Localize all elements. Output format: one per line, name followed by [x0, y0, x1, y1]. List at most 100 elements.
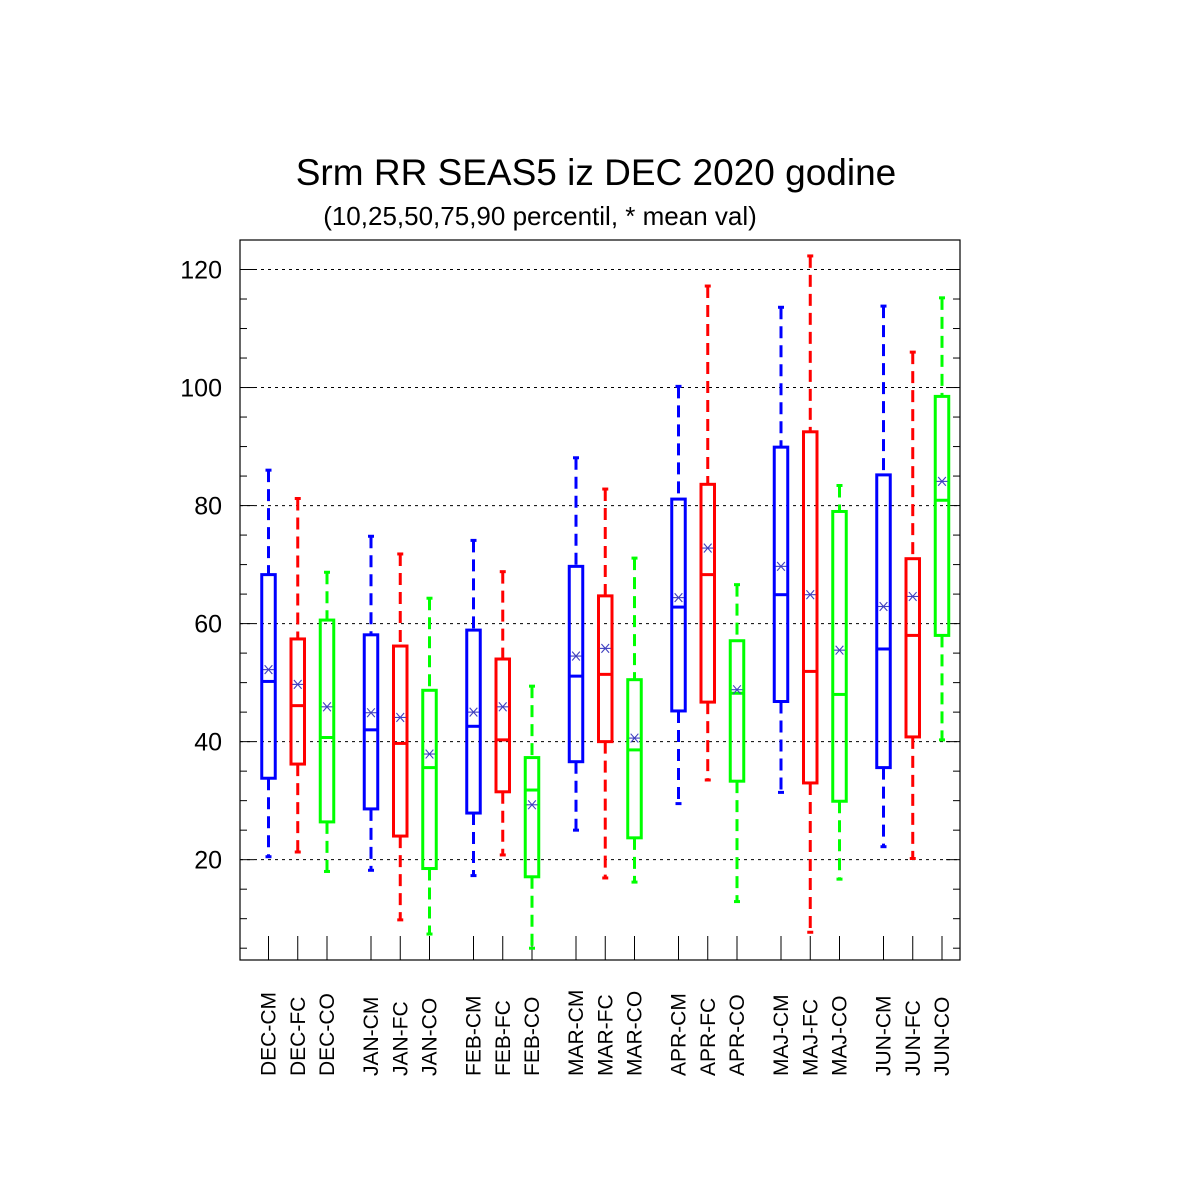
iqr-box — [933, 394, 951, 637]
mean-marker — [394, 712, 406, 723]
y-tick-label: 100 — [180, 375, 222, 403]
mean-marker — [804, 589, 816, 600]
mean-marker — [526, 800, 538, 810]
chart-subtitle: (10,25,50,75,90 percentil, * mean val) — [323, 201, 757, 231]
box-dec-cm — [260, 468, 277, 859]
box-jan-cm — [362, 534, 380, 872]
box-series — [260, 254, 951, 950]
iqr-box — [728, 639, 746, 783]
x-tick-label: FEB-CO — [521, 997, 544, 1076]
mean-marker-stroke — [937, 476, 947, 487]
iqr-box — [699, 482, 716, 704]
x-tick-label: MAR-CO — [624, 991, 647, 1076]
y-tick-label: 40 — [194, 729, 222, 757]
iqr-box — [494, 657, 511, 794]
mean-marker — [263, 664, 274, 675]
iqr-box — [670, 497, 687, 713]
iqr-box — [289, 637, 306, 766]
mean-marker-stroke — [776, 561, 786, 572]
mean-marker-stroke — [469, 707, 478, 717]
iqr-box — [567, 564, 585, 764]
mean-marker-stroke — [264, 664, 273, 675]
x-tick-label: JUN-FC — [902, 1000, 925, 1076]
y-tick-label: 80 — [194, 493, 222, 521]
box-maj-cm — [772, 305, 790, 794]
mean-marker — [775, 561, 787, 572]
mean-marker — [834, 645, 845, 655]
box-feb-co — [523, 684, 541, 950]
x-tick-label: DEC-CO — [316, 993, 339, 1076]
x-tick-label: JAN-CM — [360, 997, 383, 1076]
mean-marker — [424, 749, 435, 759]
mean-marker-stroke — [879, 601, 888, 612]
iqr-box — [318, 618, 336, 824]
box-mar-fc — [597, 487, 614, 880]
mean-marker — [468, 707, 479, 717]
y-tick-label: 20 — [194, 847, 222, 875]
x-tick-label: MAR-FC — [594, 994, 617, 1076]
mean-marker — [570, 651, 582, 661]
box-dec-co — [318, 570, 336, 873]
mean-marker — [321, 702, 333, 712]
iqr-box — [465, 628, 482, 815]
x-tick-label: APR-FC — [697, 998, 720, 1076]
mean-marker-stroke — [732, 684, 742, 695]
x-tick-label: MAJ-FC — [799, 999, 822, 1076]
iqr-box — [260, 573, 277, 780]
mean-marker-stroke — [366, 707, 376, 718]
iqr-box — [802, 430, 819, 785]
mean-marker-stroke — [908, 591, 918, 602]
mean-marker — [936, 476, 948, 487]
mean-marker — [497, 702, 509, 712]
y-tick-label: 120 — [180, 257, 222, 285]
x-tick-label: DEC-CM — [258, 992, 281, 1076]
mean-marker — [731, 684, 743, 695]
mean-marker-stroke — [600, 643, 610, 654]
iqr-box — [523, 756, 541, 879]
x-tick-label: APR-CM — [668, 993, 691, 1076]
iqr-box — [875, 473, 892, 770]
x-tick-label: JUN-CO — [931, 997, 954, 1076]
box-mar-co — [626, 556, 643, 884]
gridlines — [240, 269, 960, 861]
box-mar-cm — [567, 456, 585, 832]
plot-frame — [239, 239, 961, 961]
iqr-box — [597, 594, 614, 744]
mean-marker — [673, 592, 684, 603]
iqr-box — [362, 633, 380, 811]
mean-marker-stroke — [674, 592, 683, 603]
x-tick-label: FEB-CM — [463, 996, 486, 1077]
y-tick-label: 60 — [194, 611, 222, 639]
box-feb-fc — [494, 570, 511, 857]
box-feb-cm — [465, 538, 482, 878]
box-apr-co — [728, 583, 746, 904]
mean-marker-stroke — [630, 733, 639, 743]
mean-marker-stroke — [425, 749, 434, 759]
mean-marker-stroke — [293, 679, 303, 690]
iqr-box — [392, 644, 409, 838]
mean-marker — [907, 591, 919, 602]
x-tick-label: FEB-FC — [492, 1000, 515, 1076]
iqr-box — [626, 678, 643, 840]
x-tick-label: DEC-FC — [287, 997, 310, 1076]
mean-marker — [365, 707, 377, 718]
mean-marker-stroke — [703, 543, 713, 553]
mean-marker — [878, 601, 889, 612]
box-maj-co — [831, 484, 848, 881]
mean-marker — [599, 643, 611, 654]
mean-marker — [702, 543, 714, 553]
x-axis: DEC-CM DEC-FC DEC-CO JAN-CM JAN-FC JAN-CO FEB-… — [258, 936, 954, 1077]
x-tick-label: JUN-CM — [873, 996, 896, 1076]
x-tick-label: MAJ-CO — [829, 996, 852, 1077]
mean-marker-stroke — [805, 589, 815, 600]
x-tick-label: MAJ-CM — [770, 994, 793, 1076]
x-tick-label: JAN-CO — [419, 998, 442, 1076]
box-dec-fc — [289, 496, 306, 854]
box-apr-cm — [670, 384, 687, 806]
box-apr-fc — [699, 284, 716, 782]
box-jan-co — [421, 596, 438, 936]
x-tick-label: MAR-CM — [565, 990, 588, 1076]
iqr-box — [772, 445, 790, 704]
mean-marker — [292, 679, 304, 690]
